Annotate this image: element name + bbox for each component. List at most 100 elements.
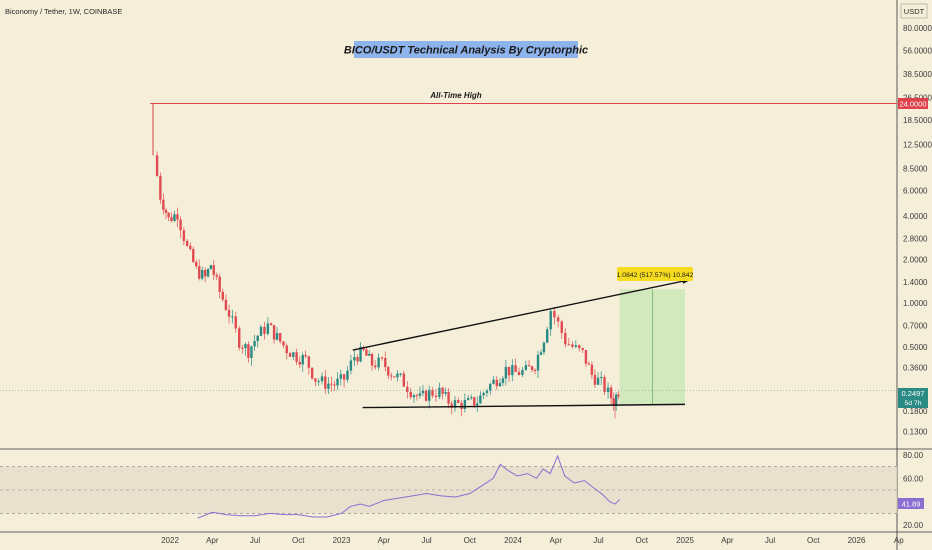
candle-body: [612, 398, 615, 407]
candle-body: [368, 353, 371, 356]
time-tick-label: 2023: [333, 536, 351, 545]
candle-body: [571, 344, 574, 347]
candle-body: [179, 219, 182, 231]
candle-body: [553, 311, 556, 318]
candle-body: [250, 346, 253, 358]
price-tick-label: 2.0000: [903, 256, 928, 265]
candle-body: [370, 353, 374, 366]
time-tick-label: 2026: [848, 536, 866, 545]
candle-body: [170, 217, 173, 222]
price-tick-label: 26.5000: [903, 93, 932, 102]
time-tick-label: 2022: [161, 536, 179, 545]
candle-body: [307, 356, 311, 368]
time-tick-label: Apr: [550, 536, 563, 545]
price-tick-label: 18.5000: [903, 116, 932, 125]
candle-body: [473, 397, 476, 406]
candle-body: [247, 344, 250, 358]
time-axis: 2022 Apr Jul Oct 2023 Apr Jul Oct 2024 Apr Jul Oct 2…: [161, 536, 904, 545]
trendlines-layer: [0, 103, 897, 409]
price-tick-label: 6.0000: [903, 187, 928, 196]
candle-body: [317, 381, 320, 383]
candle-body: [539, 352, 543, 355]
target-zone-layer: [619, 289, 685, 405]
candle-body: [517, 371, 521, 375]
candle-body: [546, 329, 549, 343]
rsi-value-badge: [898, 498, 924, 509]
time-tick-label: 2024: [504, 536, 522, 545]
candle-body: [482, 392, 485, 396]
candle-body: [536, 354, 540, 371]
chart-title: BICO/USDT Technical Analysis By Cryptorp…: [344, 45, 588, 57]
time-tick-label: Apr: [378, 536, 391, 545]
candle-body: [314, 378, 317, 382]
candle-body: [457, 400, 460, 403]
candle-body: [192, 249, 195, 263]
currency-badge: [900, 3, 928, 19]
candle-body: [390, 375, 393, 377]
candle-body: [285, 345, 288, 354]
candle-body: [195, 262, 198, 267]
candle-body: [533, 369, 537, 371]
candle-body: [155, 155, 159, 176]
rsi-tick-label: 80.00: [903, 451, 924, 460]
time-tick-label: Jul: [421, 536, 431, 545]
candle-body: [593, 374, 597, 385]
rsi-line: [197, 454, 621, 519]
candle-body: [418, 393, 422, 396]
candle-body: [238, 328, 241, 348]
candle-body: [453, 400, 457, 408]
candle-body: [514, 365, 517, 372]
candle-body: [215, 274, 218, 277]
time-tick-label: Jul: [593, 536, 603, 545]
candle-body: [244, 344, 247, 349]
candle-body: [288, 353, 292, 357]
rsi-axis: 80.00 60.00 20.00: [903, 451, 924, 530]
candle-body: [567, 344, 571, 346]
rsi-tick-label: 20.00: [903, 521, 924, 530]
candle-body: [185, 240, 189, 246]
candle-body: [617, 394, 620, 397]
price-tick-label: 0.5000: [903, 343, 928, 352]
channel-top-line: [352, 280, 686, 351]
measure-badge: [617, 267, 693, 281]
candle-body: [421, 390, 425, 394]
candle-body: [584, 349, 588, 364]
candle-body: [402, 373, 406, 387]
price-tick-label: 4.0000: [903, 212, 928, 221]
candle-body: [603, 377, 606, 392]
current-price-label: 0.2497: [902, 389, 925, 398]
candle-body: [574, 345, 578, 347]
candle-body: [292, 352, 295, 357]
candle-body: [203, 270, 207, 277]
candle-body: [221, 291, 224, 300]
candles-layer: [155, 151, 620, 419]
candle-body: [227, 309, 231, 317]
candle-body: [485, 390, 489, 393]
candle-body: [507, 366, 511, 376]
candle-body: [524, 365, 528, 370]
candle-body: [167, 212, 170, 218]
candle-body: [282, 341, 285, 346]
time-tick-label: Apr: [206, 536, 219, 545]
candle-body: [253, 341, 256, 347]
rsi-band: [0, 466, 897, 514]
candle-body: [159, 175, 162, 200]
price-tick-label: 80.0000: [903, 24, 932, 33]
candle-body: [521, 369, 524, 375]
candle-body: [333, 384, 336, 386]
price-tick-label: 0.3600: [903, 363, 928, 372]
measure-label: 1.0842 (517.57%) 10,842: [617, 272, 694, 279]
time-tick-label: Oct: [464, 536, 477, 545]
candle-body: [542, 342, 546, 353]
time-tick-label: Oct: [292, 536, 305, 545]
candle-body: [275, 333, 279, 340]
price-tick-label: 1.4000: [903, 278, 928, 287]
candle-body: [556, 317, 560, 322]
candle-body: [564, 332, 567, 345]
candle-body: [330, 383, 333, 385]
candle-body: [224, 299, 228, 310]
candle-body: [396, 373, 399, 378]
candle-body: [504, 366, 508, 379]
candle-body: [304, 355, 307, 357]
